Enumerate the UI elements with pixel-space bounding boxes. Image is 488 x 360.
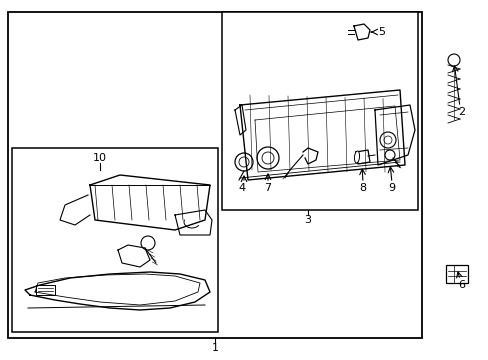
Bar [445, 265, 467, 283]
Text: 1: 1 [211, 343, 218, 353]
Bar [8, 12, 421, 338]
Text: 6: 6 [458, 280, 465, 290]
Bar [12, 148, 218, 332]
Bar [222, 12, 417, 210]
Text: 2: 2 [458, 107, 465, 117]
Text: 3: 3 [304, 215, 311, 225]
Text: 10: 10 [93, 153, 107, 163]
Text: 9: 9 [387, 183, 395, 193]
Text: 5: 5 [378, 27, 385, 37]
Text: 7: 7 [264, 183, 271, 193]
Text: 8: 8 [359, 183, 366, 193]
Ellipse shape [354, 151, 359, 163]
Text: 4: 4 [238, 183, 245, 193]
